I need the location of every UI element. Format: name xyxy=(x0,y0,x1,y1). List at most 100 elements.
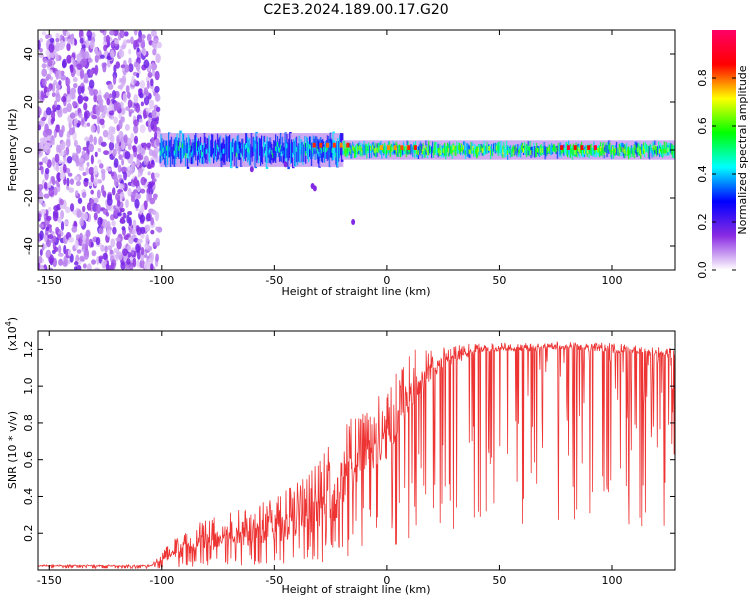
spectrogram-peak xyxy=(573,145,577,150)
spectrogram-cell xyxy=(97,147,102,153)
spectrogram-cell xyxy=(94,151,98,158)
spectrogram-cell xyxy=(126,233,131,238)
spectrogram-cell xyxy=(61,60,67,69)
spectrogram-cell xyxy=(140,232,145,239)
spectrogram-cell xyxy=(137,36,143,43)
spectrogram-cell xyxy=(126,91,131,99)
spectrogram-cell xyxy=(69,112,76,119)
spectrogram-cell xyxy=(105,34,111,44)
spectrogram-cell xyxy=(40,165,44,175)
spectrogram-cell xyxy=(108,110,115,116)
spectrogram-cell xyxy=(46,159,52,169)
spectrogram-panel: -150 -100 -50 0 50 100 -40 -20 0 20 40 Height of … xyxy=(6,29,676,298)
spectrogram-cell xyxy=(78,112,83,119)
colorbar: 0.0 0.2 0.4 0.6 0.8 Normalized spectral ampl… xyxy=(696,30,749,279)
spectrogram-cell xyxy=(123,171,128,181)
spectrogram-cell xyxy=(117,251,123,261)
spectrogram-cell xyxy=(53,246,59,252)
spectrogram-cell xyxy=(98,255,104,260)
spectrogram-cell xyxy=(47,234,54,239)
spectrogram-cell xyxy=(133,79,137,84)
spectrogram-cell xyxy=(93,177,98,187)
spectrogram-cell xyxy=(113,247,119,254)
spectrogram-cell xyxy=(90,154,94,165)
spectrogram-cell xyxy=(95,106,101,116)
spectrogram-cell xyxy=(132,145,137,153)
spectrogram-cell xyxy=(72,126,76,134)
spectrogram-peak xyxy=(587,145,591,150)
spectrogram-cell xyxy=(119,49,125,58)
spectrogram-cell xyxy=(150,136,155,147)
spectrogram-peak xyxy=(393,145,397,150)
spectrogram-cell xyxy=(45,226,50,231)
spectrogram-cell xyxy=(83,72,89,83)
x-tick-label: 50 xyxy=(492,274,506,287)
spectrogram-cell xyxy=(42,129,49,138)
spectrogram-cell xyxy=(144,242,150,250)
spectrogram-cell xyxy=(46,215,52,221)
spectrogram-cell xyxy=(55,92,61,103)
snr-x-ticks: -150 -100 -50 0 50 100 xyxy=(37,331,622,587)
spectrogram-cell xyxy=(41,68,48,77)
spectrogram-cell xyxy=(53,209,59,219)
spectrogram-cell xyxy=(139,214,146,223)
spectrogram-cell xyxy=(84,51,90,59)
spectrogram-cell xyxy=(59,40,65,50)
spectrogram-cell xyxy=(129,262,134,270)
spectrogram-cell xyxy=(51,156,55,167)
spectrogram-cell xyxy=(62,107,68,114)
spectrogram-cell xyxy=(116,239,122,250)
spectrogram-cell xyxy=(60,150,65,157)
spectrogram-cell xyxy=(40,208,47,215)
spectrogram-cell xyxy=(110,262,115,269)
spectrogram-cell xyxy=(130,162,135,172)
spectrogram-cell xyxy=(70,92,76,100)
spectrogram-cell xyxy=(53,79,58,86)
spectrogram-cell xyxy=(66,95,71,101)
spectrogram-cell xyxy=(124,64,130,73)
spectrogram-cell xyxy=(39,161,43,166)
spectrogram-cell xyxy=(40,266,45,270)
y-tick-label: 1.0 xyxy=(22,377,35,395)
spectrogram-cell xyxy=(38,106,42,116)
spectrogram-peak xyxy=(593,145,597,150)
spectrogram-cell xyxy=(142,109,147,120)
spectrogram-cell xyxy=(111,187,116,196)
spectrogram-cell xyxy=(133,135,139,145)
spectrogram-cell xyxy=(108,125,115,136)
spectrogram-cell xyxy=(148,71,153,79)
spectrogram-cell xyxy=(107,245,113,251)
spectrogram-cell xyxy=(90,199,95,207)
spectrogram-cell xyxy=(39,137,46,143)
spectrogram-cell xyxy=(136,159,140,165)
spectrogram-cell xyxy=(140,101,145,107)
spectrogram-cell xyxy=(81,44,86,49)
spectrogram-peak xyxy=(413,145,417,150)
spectrogram-cell xyxy=(66,84,71,95)
spectrogram-cell xyxy=(136,250,141,260)
spectrogram-cell xyxy=(151,62,156,71)
spectrogram-cell xyxy=(95,236,101,246)
colorbar-tick-label: 0.4 xyxy=(696,165,709,183)
spectrogram-cell xyxy=(133,30,138,36)
spectrogram-cell xyxy=(155,53,161,64)
snr-ylabel: SNR (10 * v/v) xyxy=(6,411,19,489)
spectrogram-cell xyxy=(39,230,44,241)
spectrogram-cell xyxy=(150,229,155,235)
spectrogram-cell xyxy=(100,54,105,59)
spectrogram-cell xyxy=(65,206,71,214)
spectrogram-cell xyxy=(140,246,145,256)
spectrogram-peak xyxy=(407,145,411,150)
spectrogram-y-ticks: -40 -20 0 20 40 xyxy=(22,47,675,255)
spectrogram-cell xyxy=(143,59,150,69)
spectrogram-cell xyxy=(38,124,42,131)
spectrogram-cell xyxy=(154,157,160,163)
spectrogram-cell xyxy=(128,235,134,245)
figure-title: C2E3.2024.189.00.17.G20 xyxy=(263,2,448,18)
spectrogram-cell xyxy=(150,263,154,270)
spectrogram-cell xyxy=(55,37,60,43)
spectrogram-cell xyxy=(137,173,141,178)
spectrogram-cell xyxy=(140,41,146,49)
spectrogram-cell xyxy=(121,158,125,166)
